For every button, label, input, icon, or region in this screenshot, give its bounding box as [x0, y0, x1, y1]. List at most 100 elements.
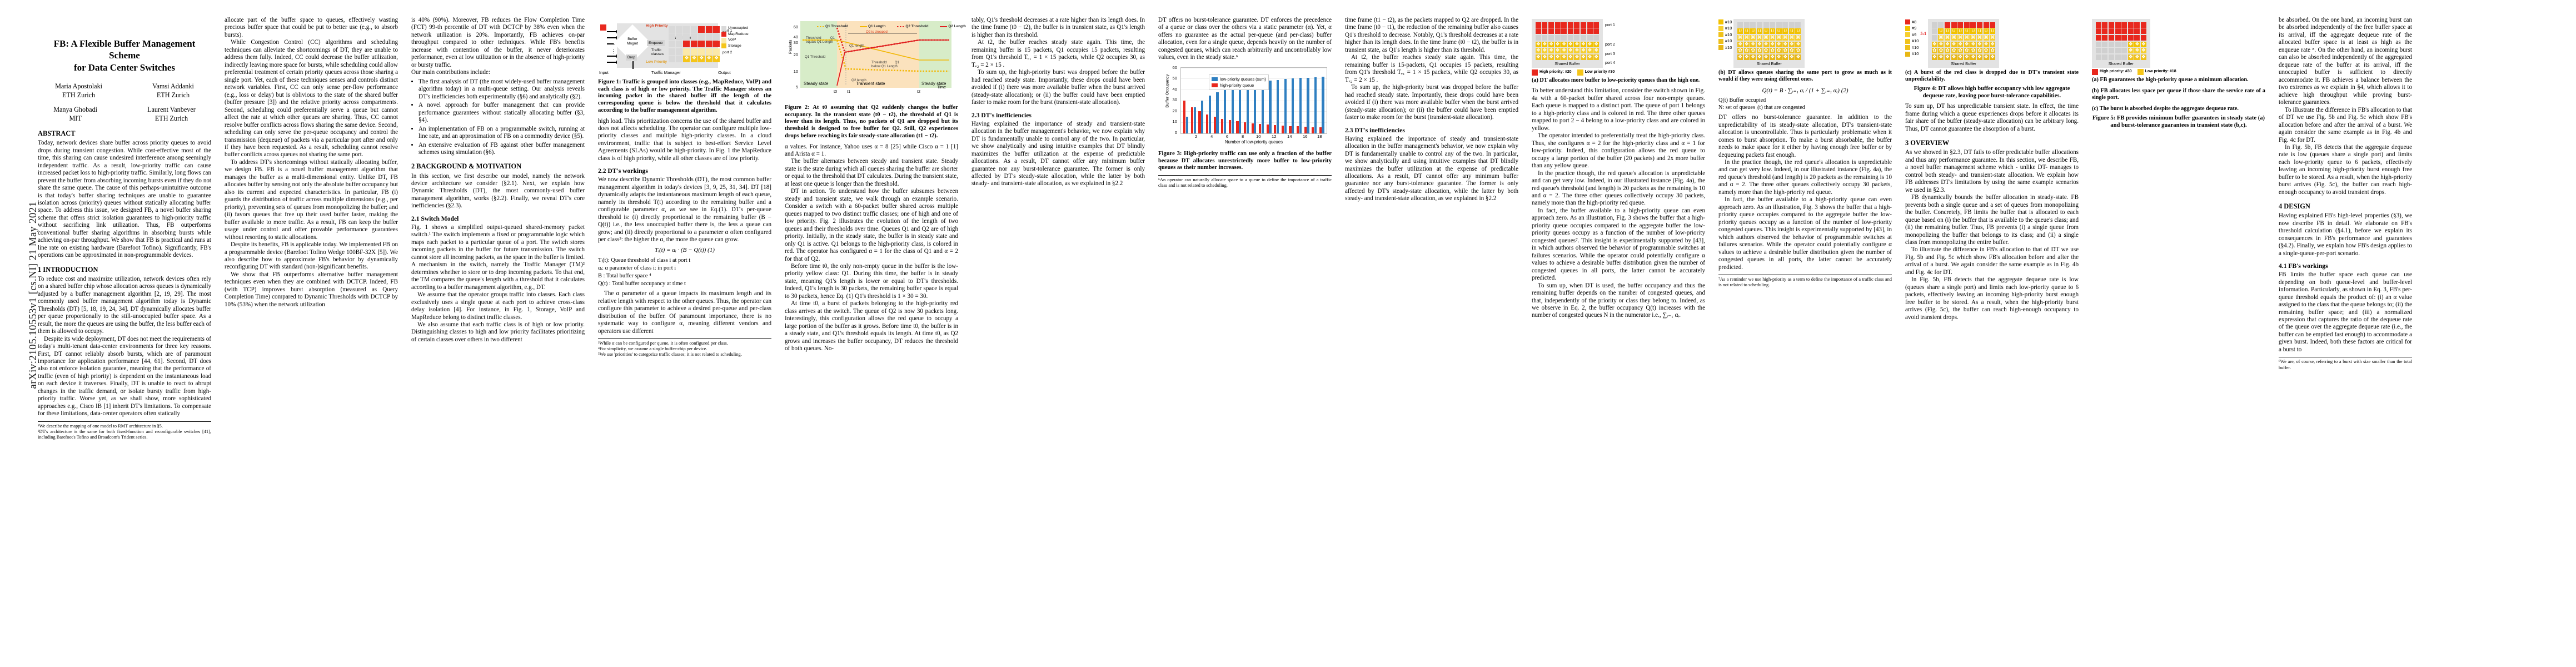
buffer-cell: [690, 55, 697, 63]
bar-high-priority: [1312, 127, 1314, 133]
buffer-cell: [1938, 27, 1944, 34]
c5-paragraph-4: At time t0, a burst of packets belonging…: [785, 300, 958, 352]
buffer-cell: [1788, 53, 1795, 60]
buffer-cell: [2102, 54, 2108, 60]
bar-low-priority: [1186, 117, 1189, 133]
buffer-cell: [698, 48, 705, 55]
column-6: tably, Q1's threshold decreases at a rat…: [971, 17, 1145, 188]
legend-item: Unoccupied: [721, 26, 749, 32]
buffer-cell: [2102, 34, 2108, 41]
figure-3-plot-area: low-priority queues (sum) high-priority …: [1180, 67, 1327, 134]
buffer-cell: [1964, 27, 1970, 34]
ellipsis-icon: ⋮: [611, 48, 616, 54]
buffer-cell: [1782, 34, 1788, 41]
input-axis-label: Input: [599, 70, 609, 75]
legend-item: Low priority: #18: [2137, 68, 2176, 75]
buffer-cell: [1957, 47, 1964, 54]
bar-high-priority: [1183, 100, 1186, 133]
buffer-cell: [2140, 34, 2146, 41]
buffer-cell: [2095, 54, 2101, 60]
buffer-cell: [2115, 22, 2121, 28]
legend-item: Storage: [721, 43, 749, 49]
buffer-cell: [1593, 41, 1600, 47]
high-priority-label: High Priority: [646, 24, 668, 28]
footnote-2: ²DT's architecture is the same for both …: [38, 429, 211, 440]
legend-label: High priority: #30: [2100, 69, 2132, 73]
c3-sw-paragraph-2: We assume that the operator groups traff…: [411, 291, 585, 321]
q2-length-line: [836, 39, 949, 86]
y-tick: 5: [795, 84, 798, 89]
buffer-cell: [1945, 22, 1950, 28]
c9-paragraph-1: To better understand this limitation, co…: [1532, 87, 1705, 132]
buffer-cell: [2108, 54, 2114, 60]
legend-label: Q2 Threshold: [905, 24, 929, 28]
title-line-2: for Data Center Switches: [73, 62, 176, 73]
buffer-cell: [1580, 47, 1586, 54]
def-item: αᵢ: α parameter of class i: in port i: [598, 265, 676, 272]
buffer-cell: [705, 33, 712, 41]
c12-design-paragraph: Having explained FB's high-level propert…: [2279, 212, 2412, 257]
c10-paragraph-1: DT offers no burst-tolerance guarantee. …: [1718, 114, 1892, 158]
figure-3-chart: Buffer Occupancy low-priority queues (su…: [1158, 64, 1332, 148]
equation-2-note: Q(t) Buffer occupied N: set of queues ᵢ(…: [1718, 97, 1805, 111]
figure-4b-subcaption: (b) DT allows queues sharing the same po…: [1718, 69, 1892, 82]
buffer-cell: [1964, 41, 1970, 47]
buffer-cell: [1983, 41, 1989, 47]
queue-entry: #10: [1718, 38, 1732, 44]
enqueue-label: Enqueue: [647, 40, 665, 46]
heading-dt-workings: 2.2 DT's workings: [598, 167, 648, 175]
buffer-cell: [1795, 47, 1801, 54]
heading-dt-inefficiencies: 2.3 DT's inefficiencies: [1345, 126, 1405, 134]
c5-dt-in-action: DT in action. To understand how the buff…: [785, 188, 958, 262]
buffer-cell: [1990, 53, 1996, 60]
buffer-cell: [1763, 53, 1769, 60]
heading-introduction: 1 INTRODUCTION: [38, 265, 98, 273]
buffer-cell: [1983, 53, 1989, 60]
buffer-cell: [1770, 27, 1776, 34]
buffer-cell: [1983, 27, 1989, 34]
buffer-cell: [1770, 47, 1776, 54]
legend-line-icon: [817, 26, 824, 28]
legend-label: Q1 Length: [868, 24, 886, 28]
c11-overview-paragraph: As we showed in §2.3, DT fails to offer …: [1905, 149, 2079, 193]
buffer-cell: [2127, 28, 2134, 34]
buffer-cell: [1750, 47, 1756, 54]
legend-label: high-priority queue: [1220, 82, 1254, 88]
c8-paragraph-1: time frame (t1 − t2), as the packets map…: [1345, 17, 1518, 53]
input-packet-icon: [600, 24, 606, 31]
legend-line-icon: [897, 26, 905, 28]
drop-arrow-icon: [632, 61, 634, 69]
buffer-cell: [1931, 34, 1937, 41]
buffer-cell: [1970, 41, 1976, 47]
c2-paragraph-2: While Congestion Control (CC) algorithms…: [225, 39, 398, 158]
buffer-row: [1931, 47, 1996, 54]
c9-paragraph-3: In the practice though, the red queue's …: [1532, 170, 1705, 207]
buffer-cell: [1931, 47, 1937, 54]
figure-1-diagram: ⋮ Buffer Mngmt Enqueue Drop High Priority…: [598, 19, 771, 77]
legend-item: High priority: #30: [2092, 68, 2132, 75]
buffer-cell: [2108, 48, 2114, 54]
bar-high-priority: [1221, 118, 1224, 133]
legend-item: Q1 Length: [859, 24, 886, 29]
buffer-cell: [1535, 47, 1541, 54]
buffer-cell: [2095, 34, 2101, 41]
figure-4c-buffer: Shared Buffer: [1928, 19, 1999, 68]
buffer-cell: [2140, 53, 2146, 60]
buffer-cell: [1976, 27, 1982, 34]
equation-2-rhs: B · ∑ᵢ₌₁ αᵢ / (1 + ∑ᵢ₌₁ αᵢ): [1779, 87, 1840, 94]
bar-low-priority: [1231, 87, 1234, 133]
equation-2-lhs: Q(t) =: [1762, 87, 1778, 94]
buffer-cell: [1756, 22, 1762, 28]
buffer-cell: [1535, 34, 1541, 41]
queue-entry: #10: [1718, 44, 1732, 51]
figure-4c-queue-list: #8 #9 #9 #10 #10 #10: [1905, 19, 1919, 57]
author-1: Maria Apostolaki ETH Zurich: [55, 82, 102, 100]
bar-high-priority: [1198, 111, 1201, 133]
c11-paragraph-4: In Fig. 5b, FB detects that the aggregat…: [1905, 276, 2079, 321]
buffer-cell: [1743, 41, 1750, 47]
buffer-cell: [1587, 41, 1593, 47]
buffer-cell: [698, 33, 705, 41]
buffer-cell: [1964, 47, 1970, 54]
c4-paragraph-2: The α parameter of a queue impacts its m…: [598, 290, 771, 335]
buffer-cell: [683, 26, 690, 33]
